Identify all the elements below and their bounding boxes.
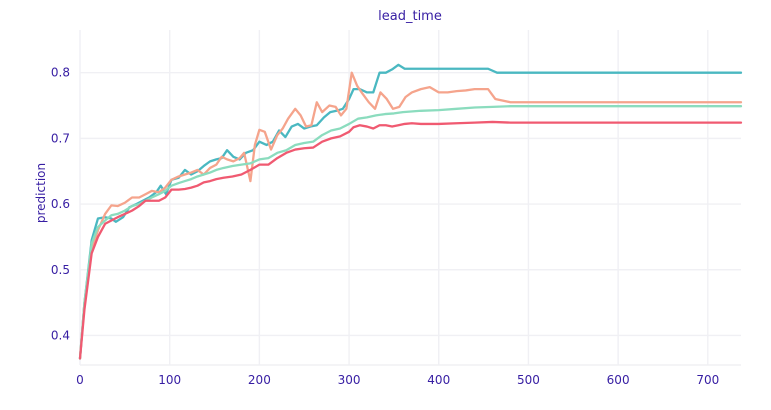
x-tick-label: 100 — [158, 373, 181, 387]
y-tick-label: 0.4 — [51, 328, 70, 342]
y-tick-label: 0.5 — [51, 263, 70, 277]
y-axis-label: prediction — [34, 163, 48, 223]
x-tick-label: 700 — [696, 373, 719, 387]
y-tick-label: 0.8 — [51, 66, 70, 80]
y-tick-label: 0.7 — [51, 131, 70, 145]
series-line-1 — [78, 63, 743, 360]
y-tick-label: 0.6 — [51, 197, 70, 211]
x-tick-label: 500 — [517, 373, 540, 387]
x-tick-label: 600 — [607, 373, 630, 387]
series-lines — [78, 63, 743, 360]
x-tick-label: 0 — [76, 373, 84, 387]
grid-lines — [79, 30, 741, 366]
chart-title: lead_time — [378, 9, 442, 24]
series-line-2 — [78, 71, 743, 360]
series-line-3 — [78, 105, 743, 360]
x-tick-label: 300 — [338, 373, 361, 387]
x-tick-label: 400 — [427, 373, 450, 387]
axis-ticks: 0 100 200 300 400 500 600 700 0.4 0.5 0.6 0.7 0.8 — [51, 66, 719, 387]
series-line-4 — [78, 120, 743, 360]
x-tick-label: 200 — [248, 373, 271, 387]
